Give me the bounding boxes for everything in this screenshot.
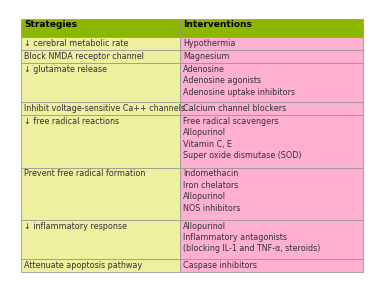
- Text: Hypothermia: Hypothermia: [183, 38, 235, 48]
- Text: ↓ free radical reactions: ↓ free radical reactions: [24, 117, 119, 126]
- Text: Magnesium: Magnesium: [183, 52, 230, 61]
- FancyBboxPatch shape: [180, 259, 363, 272]
- FancyBboxPatch shape: [21, 115, 180, 168]
- FancyBboxPatch shape: [180, 115, 363, 168]
- FancyBboxPatch shape: [180, 63, 363, 102]
- FancyBboxPatch shape: [21, 220, 180, 259]
- Text: Block NMDA receptor channel: Block NMDA receptor channel: [24, 52, 144, 61]
- FancyBboxPatch shape: [21, 19, 180, 37]
- FancyBboxPatch shape: [180, 102, 363, 115]
- Text: Allopurinol
Inflammatory antagonists
(blocking IL-1 and TNF-α, steroids): Allopurinol Inflammatory antagonists (bl…: [183, 221, 320, 253]
- Text: Caspase inhibitors: Caspase inhibitors: [183, 261, 257, 270]
- FancyBboxPatch shape: [180, 220, 363, 259]
- Text: ↓ cerebral metabolic rate: ↓ cerebral metabolic rate: [24, 38, 128, 48]
- Text: Calcium channel blockers: Calcium channel blockers: [183, 104, 286, 113]
- FancyBboxPatch shape: [21, 259, 180, 272]
- Text: Adenosine
Adenosine agonists
Adenosine uptake inhibitors: Adenosine Adenosine agonists Adenosine u…: [183, 65, 295, 97]
- FancyBboxPatch shape: [180, 37, 363, 50]
- Text: Prevent free radical formation: Prevent free radical formation: [24, 169, 145, 178]
- FancyBboxPatch shape: [21, 37, 180, 50]
- FancyBboxPatch shape: [21, 63, 180, 102]
- FancyBboxPatch shape: [180, 19, 363, 37]
- FancyBboxPatch shape: [21, 50, 180, 63]
- Text: Interventions: Interventions: [183, 20, 252, 29]
- FancyBboxPatch shape: [180, 50, 363, 63]
- FancyBboxPatch shape: [21, 168, 180, 220]
- Text: ↓ glutamate release: ↓ glutamate release: [24, 65, 107, 74]
- Text: Free radical scavengers
Allopurinol
Vitamin C, E
Super oxide dismutase (SOD): Free radical scavengers Allopurinol Vita…: [183, 117, 301, 160]
- Text: Indomethacin
Iron chelators
Allopurinol
NOS inhibitors: Indomethacin Iron chelators Allopurinol …: [183, 169, 240, 213]
- FancyBboxPatch shape: [21, 102, 180, 115]
- FancyBboxPatch shape: [180, 168, 363, 220]
- Text: Strategies: Strategies: [24, 20, 77, 29]
- Text: Attenuate apoptosis pathway: Attenuate apoptosis pathway: [24, 261, 142, 270]
- Text: ↓ inflammatory response: ↓ inflammatory response: [24, 221, 127, 231]
- Text: Inhibit voltage-sensitive Ca++ channels: Inhibit voltage-sensitive Ca++ channels: [24, 104, 185, 113]
